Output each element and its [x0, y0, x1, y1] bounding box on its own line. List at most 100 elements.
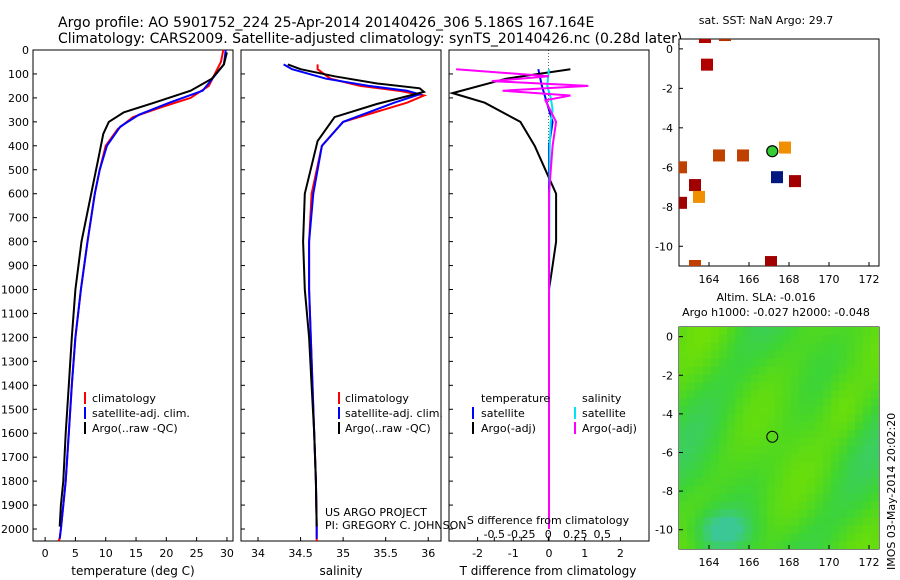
sla-cell: [751, 493, 760, 503]
sla-cell: [823, 327, 832, 336]
credit-project: US ARGO PROJECT: [325, 506, 427, 519]
sst-marker: [693, 190, 705, 203]
sla-cell: [743, 525, 752, 534]
sla-cell: [767, 430, 776, 439]
sla-map-title: Altim. SLA: -0.016: [716, 291, 815, 304]
sla-cell: [775, 485, 784, 495]
sla-cell: [847, 453, 856, 463]
sst-map-axes-ticks: 164 166 168 170 172 0 -2 -4 -6 -8 -10: [655, 43, 879, 286]
sla-cell: [863, 374, 872, 384]
sla-cell: [695, 414, 704, 423]
sla-cell: [703, 541, 712, 549]
sla-cell: [799, 334, 808, 344]
sla-cell: [719, 533, 728, 542]
sla-cell: [839, 517, 848, 526]
sla-cell: [871, 327, 879, 336]
sla-cell: [751, 477, 760, 487]
sla-cell: [807, 438, 816, 447]
salinity-tick-label: 36: [421, 547, 435, 560]
sla-cell: [751, 390, 760, 399]
sst-map-x-tick-label: 168: [779, 273, 800, 286]
sla-cell: [807, 509, 816, 518]
sla-cell: [871, 453, 879, 463]
depth-tick-label: 0: [22, 44, 29, 57]
sla-cell: [871, 445, 879, 455]
sla-cell: [815, 430, 824, 439]
sla-cell: [711, 509, 720, 518]
sla-cell: [711, 461, 720, 471]
sla-cell: [711, 414, 720, 423]
sla-cell: [783, 430, 792, 439]
sla-cell: [839, 477, 848, 487]
sla-cell: [751, 430, 760, 439]
sla-cell: [735, 414, 744, 423]
sla-cell: [871, 469, 879, 479]
sla-cell: [823, 445, 832, 455]
sla-cell: [735, 445, 744, 455]
sla-cell: [775, 406, 784, 415]
sla-cell: [823, 358, 832, 368]
sla-cell: [815, 477, 824, 487]
sst-map-y-tick-label: -2: [662, 82, 673, 95]
sla-cell: [807, 350, 816, 360]
sla-cell: [823, 525, 832, 534]
depth-tick-label: 1100: [1, 307, 29, 320]
sla-cell: [703, 327, 712, 336]
sla-cell: [735, 517, 744, 526]
sla-cell: [727, 334, 736, 344]
sla-cell: [775, 445, 784, 455]
sla-cell: [847, 390, 856, 399]
sla-cell: [767, 541, 776, 549]
sla-cell: [695, 533, 704, 542]
sla-cell: [751, 533, 760, 542]
sla-cell: [775, 382, 784, 392]
sla-cell: [791, 469, 800, 479]
sla-cell: [855, 525, 864, 534]
sla-cell: [831, 477, 840, 487]
sla-cell: [719, 334, 728, 344]
sla-cell: [743, 477, 752, 487]
sla-cell: [847, 374, 856, 384]
sla-cell: [719, 509, 728, 518]
difference-top-tick-label: 0.25: [563, 528, 588, 541]
sla-cell: [727, 445, 736, 455]
sla-cell: [735, 453, 744, 463]
difference-tick-label: 1: [581, 547, 588, 560]
sla-cell: [839, 398, 848, 407]
sla-cell: [719, 414, 728, 423]
sla-cell: [775, 327, 784, 336]
sla-cell: [863, 517, 872, 526]
sla-cell: [695, 382, 704, 392]
salinity-x-axis: 34 34.5 35 35.5 36: [251, 537, 435, 560]
sla-cell: [743, 350, 752, 360]
sla-cell: [847, 366, 856, 376]
sla-cell: [767, 327, 776, 336]
sla-cell: [839, 422, 848, 431]
sla-cell: [855, 390, 864, 399]
sla-cell: [815, 422, 824, 431]
credit-pi: PI: GREGORY C. JOHNSON: [325, 519, 466, 532]
sla-cell: [783, 327, 792, 336]
sla-cell: [711, 445, 720, 455]
sla-cell: [735, 430, 744, 439]
sla-cell: [743, 327, 752, 336]
sla-cell: [703, 469, 712, 479]
sla-cell: [759, 414, 768, 423]
sla-cell: [719, 445, 728, 455]
sla-cell: [727, 509, 736, 518]
sla-cell: [775, 390, 784, 399]
sla-cell: [743, 469, 752, 479]
sla-cell: [727, 501, 736, 510]
sla-cell: [727, 390, 736, 399]
sla-cell: [847, 327, 856, 336]
sla-cell: [831, 493, 840, 503]
sla-cell: [679, 501, 688, 510]
sla-cell: [823, 350, 832, 360]
sla-cell: [775, 541, 784, 549]
sla-cell: [679, 406, 688, 415]
sla-cell: [831, 398, 840, 407]
sla-cell: [703, 493, 712, 503]
sla-cell: [863, 525, 872, 534]
sla-cell: [695, 493, 704, 503]
